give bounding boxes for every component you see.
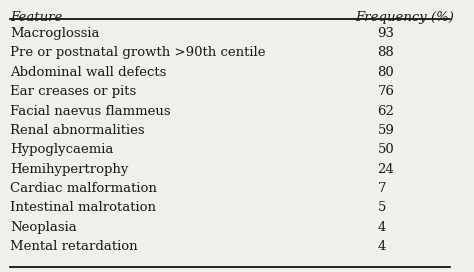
Text: Facial naevus flammeus: Facial naevus flammeus <box>10 104 171 118</box>
Text: 5: 5 <box>377 202 386 214</box>
Text: Ear creases or pits: Ear creases or pits <box>10 85 137 98</box>
Text: Mental retardation: Mental retardation <box>10 240 138 253</box>
Text: 50: 50 <box>377 143 394 156</box>
Text: Pre or postnatal growth >90th centile: Pre or postnatal growth >90th centile <box>10 46 266 59</box>
Text: Feature: Feature <box>10 11 63 24</box>
Text: Frequency (%): Frequency (%) <box>355 11 454 24</box>
Text: Cardiac malformation: Cardiac malformation <box>10 182 157 195</box>
Text: Renal abnormalities: Renal abnormalities <box>10 124 145 137</box>
Text: 62: 62 <box>377 104 394 118</box>
Text: 59: 59 <box>377 124 394 137</box>
Text: 24: 24 <box>377 163 394 176</box>
Text: 4: 4 <box>377 240 386 253</box>
Text: Hypoglycaemia: Hypoglycaemia <box>10 143 114 156</box>
Text: 4: 4 <box>377 221 386 234</box>
Text: 7: 7 <box>377 182 386 195</box>
Text: 76: 76 <box>377 85 394 98</box>
Text: Macroglossia: Macroglossia <box>10 27 100 40</box>
Text: Neoplasia: Neoplasia <box>10 221 77 234</box>
Text: 88: 88 <box>377 46 394 59</box>
Text: 80: 80 <box>377 66 394 79</box>
Text: Abdominal wall defects: Abdominal wall defects <box>10 66 167 79</box>
Text: 93: 93 <box>377 27 394 40</box>
Text: Intestinal malrotation: Intestinal malrotation <box>10 202 156 214</box>
Text: Hemihypertrophy: Hemihypertrophy <box>10 163 129 176</box>
